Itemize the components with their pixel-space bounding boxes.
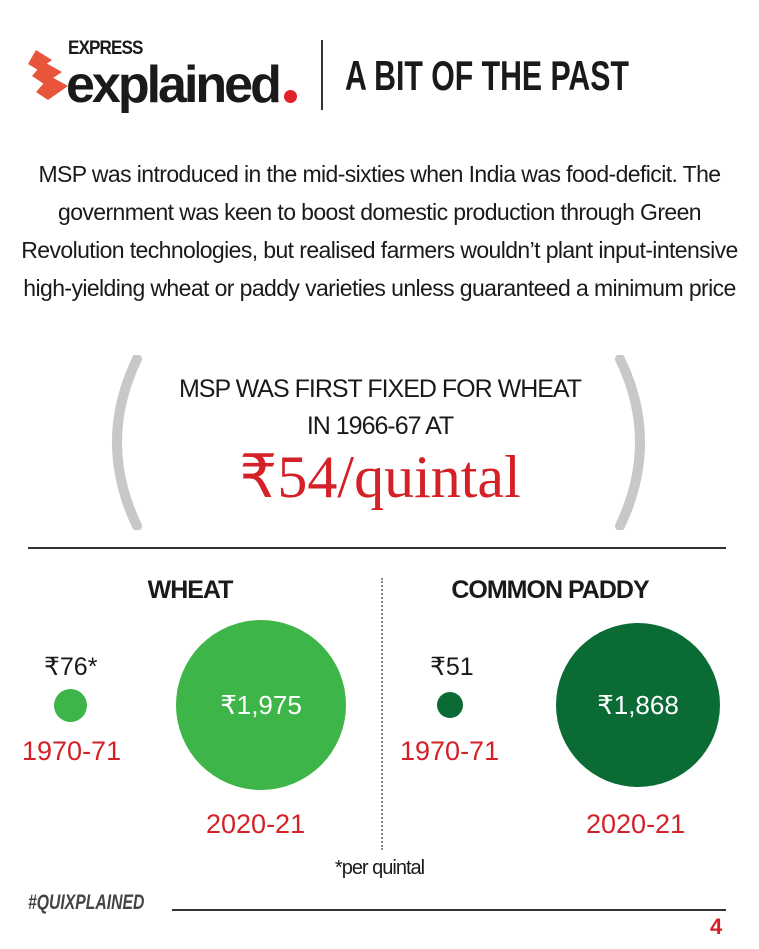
wheat-old-year: 1970-71 <box>22 736 122 766</box>
left-parenthesis <box>112 355 142 530</box>
wheat-old-value: ₹76* <box>44 653 98 681</box>
page-number: 4 <box>710 914 723 939</box>
intro-paragraph: MSP was introduced in the mid-sixties wh… <box>21 161 738 301</box>
highlight-line-1: MSP WAS FIRST FIXED FOR WHEAT <box>178 375 582 403</box>
paddy-old-bubble <box>437 692 463 718</box>
logo-express-text: EXPRESS <box>68 38 143 59</box>
paddy-new-value: ₹1,868 <box>597 689 679 720</box>
paddy-old-value: ₹51 <box>430 653 474 681</box>
first-msp-price: ₹54/quintal <box>239 444 521 510</box>
express-logo-icon <box>28 50 68 100</box>
header-divider <box>321 40 323 110</box>
paddy-heading: COMMON PADDY <box>451 576 649 604</box>
wheat-heading: WHEAT <box>147 576 234 604</box>
section-divider <box>28 547 726 549</box>
right-parenthesis <box>615 355 645 530</box>
logo-dot <box>284 90 297 103</box>
column-divider <box>381 578 383 850</box>
wheat-new-value: ₹1,975 <box>220 689 302 720</box>
footnote: *per quintal <box>334 857 425 879</box>
wheat-new-bubble: ₹1,975 <box>176 620 346 790</box>
logo-explained-text: explained <box>66 56 282 114</box>
highlight-line-2: IN 1966-67 AT <box>306 412 454 440</box>
wheat-old-bubble <box>54 689 87 722</box>
footer-line <box>172 909 726 911</box>
page-title: A BIT OF THE PAST <box>345 52 629 99</box>
hashtag: #QUIXPLAINED <box>28 891 145 914</box>
paddy-new-year: 2020-21 <box>586 809 686 839</box>
wheat-new-year: 2020-21 <box>206 809 306 839</box>
paddy-old-year: 1970-71 <box>400 736 500 766</box>
paddy-new-bubble: ₹1,868 <box>556 623 720 787</box>
